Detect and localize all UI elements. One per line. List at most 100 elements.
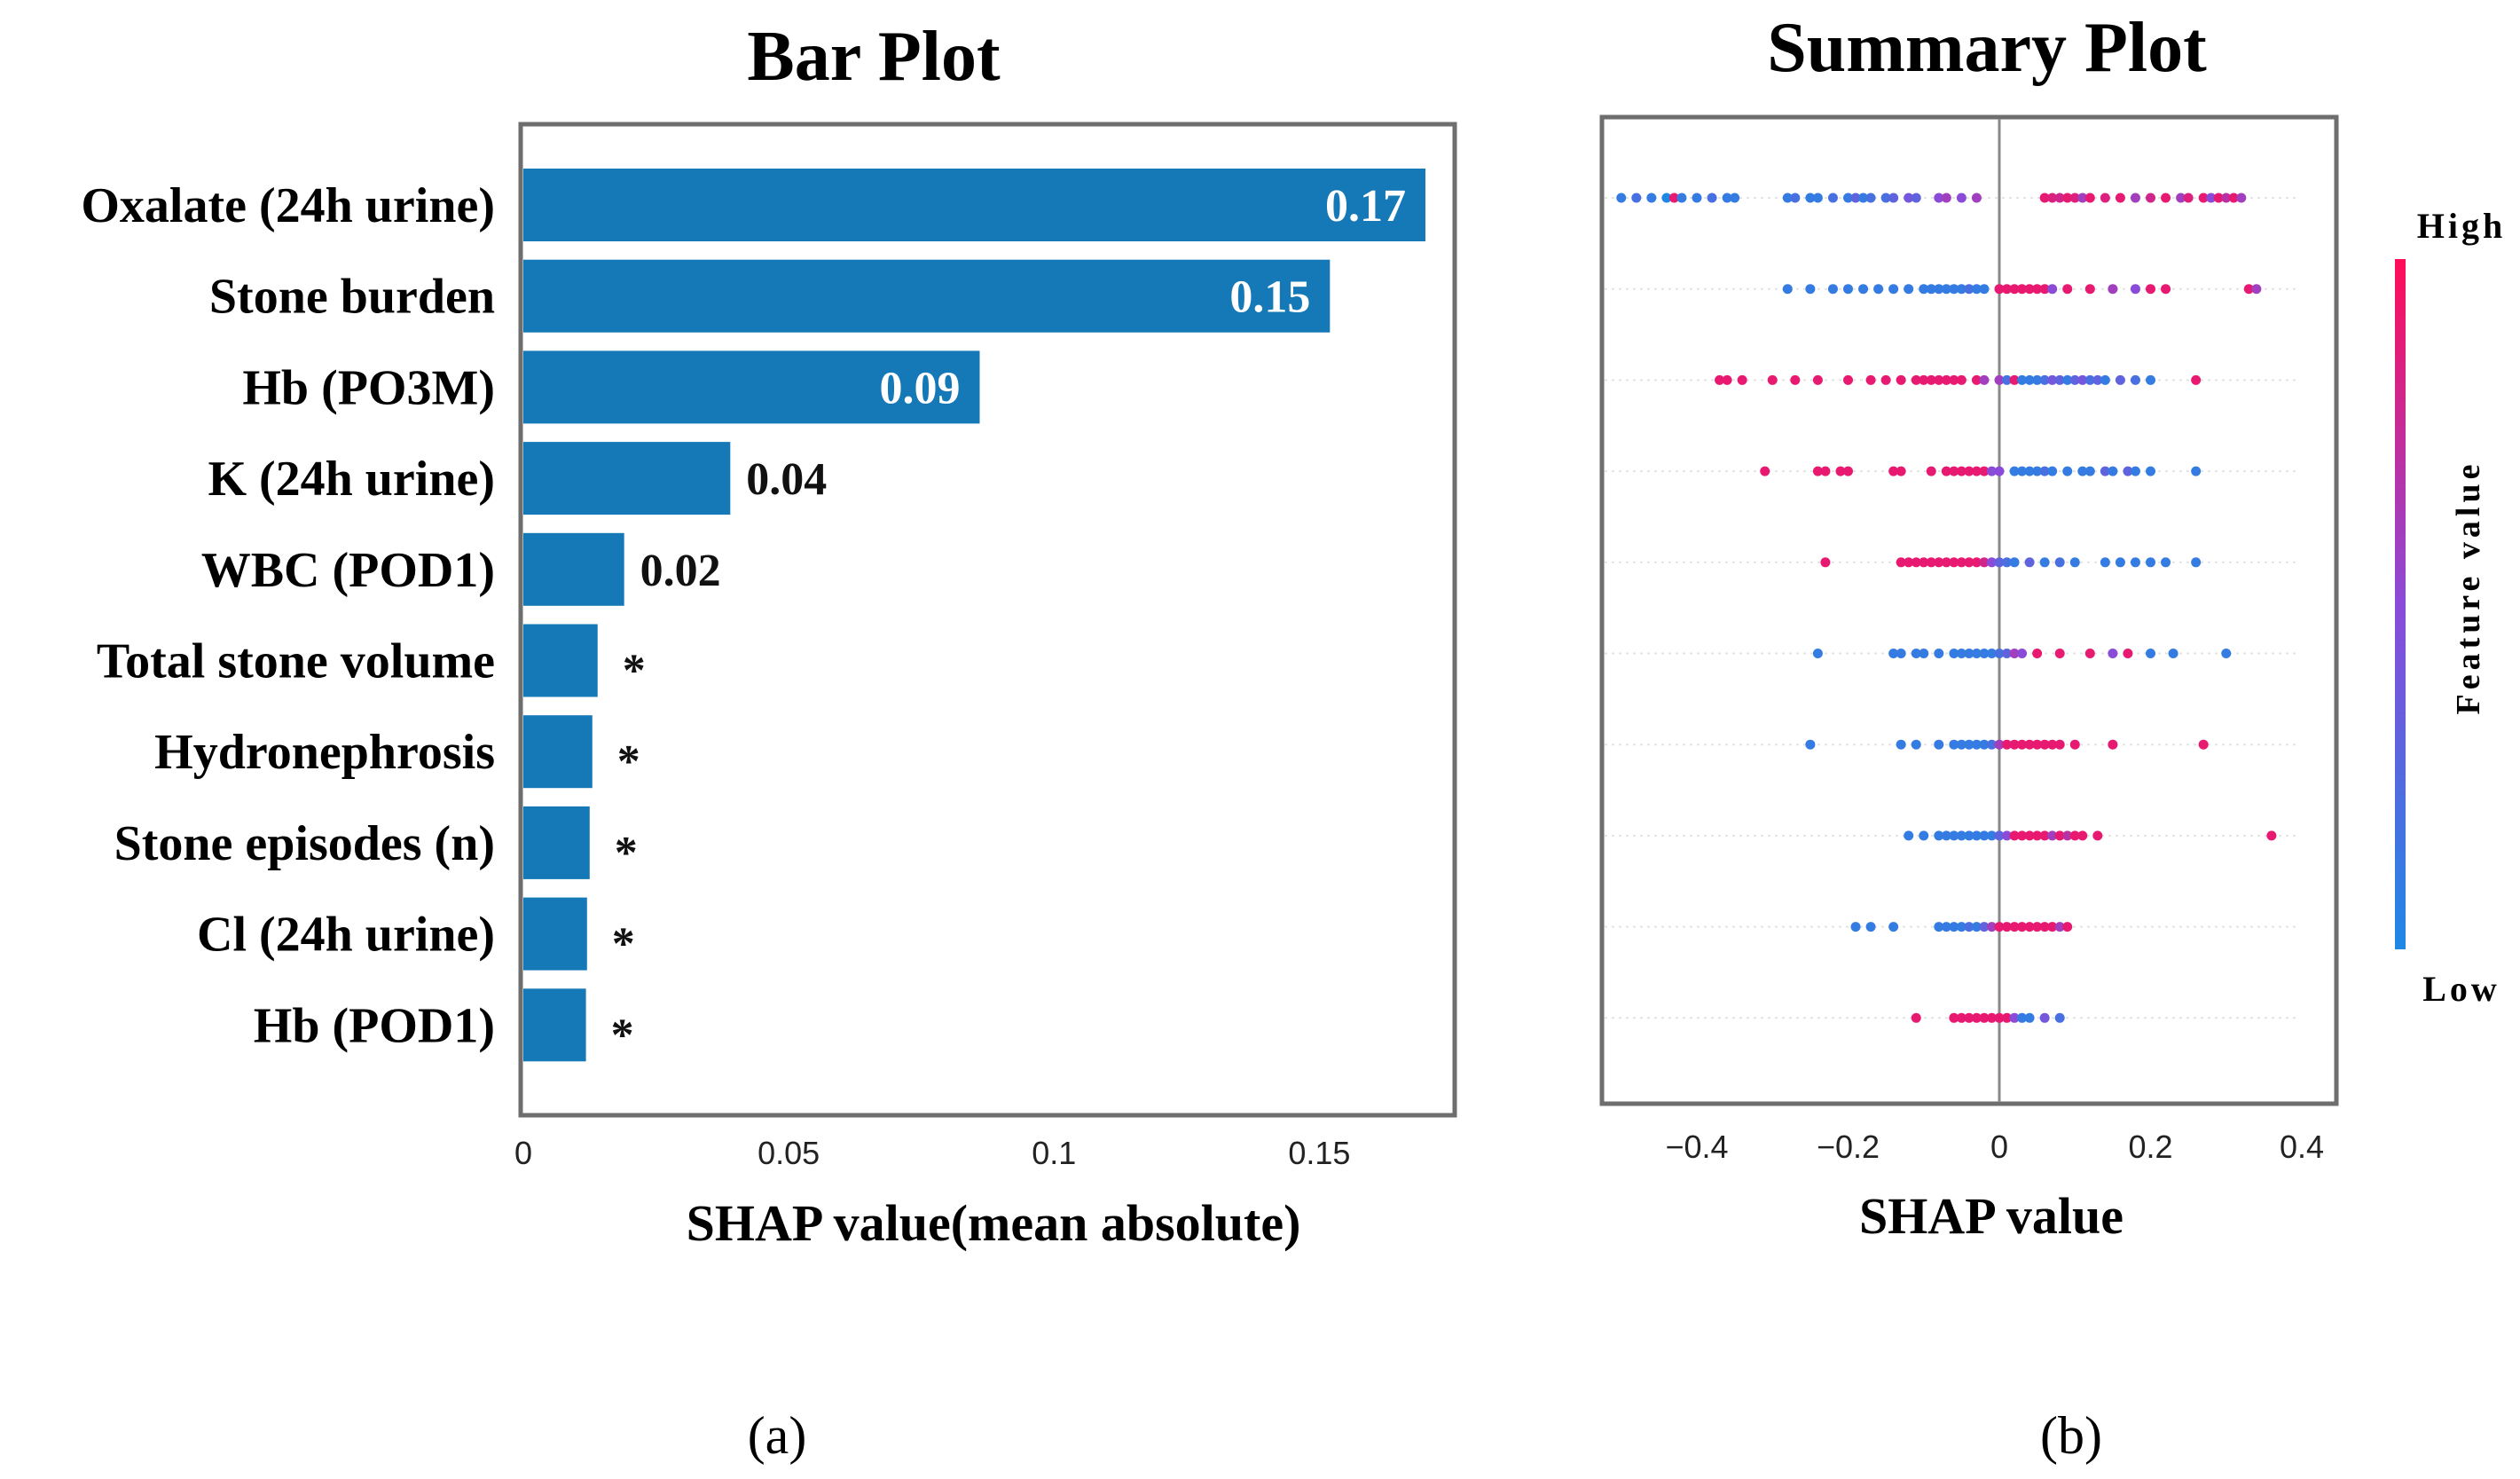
bar-data-label: 0.04	[746, 454, 827, 505]
beeswarm-point	[1812, 193, 1823, 203]
beeswarm-point	[1805, 739, 1816, 750]
beeswarm-point	[2002, 830, 2013, 841]
beeswarm-point	[1850, 922, 1861, 932]
bar-plot-panel: Bar Plot Oxalate (24h urine) 0.17 Stone bu…	[81, 18, 1457, 1465]
beeswarm-point	[2024, 1012, 2035, 1023]
beeswarm-point	[2228, 193, 2239, 203]
beeswarm-point	[1941, 830, 1951, 841]
bar	[523, 806, 590, 879]
beeswarm-point	[1979, 649, 1990, 658]
beeswarm-point	[1986, 557, 1997, 568]
beeswarm-point	[2130, 193, 2140, 203]
beeswarm-point	[2084, 193, 2095, 203]
bar	[523, 988, 586, 1062]
beeswarm-point	[1722, 374, 1732, 385]
beeswarm-point	[2115, 557, 2125, 568]
beeswarm-point	[2062, 922, 2073, 932]
beeswarm-point	[2032, 739, 2043, 750]
beeswarm-point	[2047, 830, 2058, 841]
beeswarm-point	[2017, 1012, 2028, 1023]
beeswarm-point	[1956, 739, 1967, 750]
beeswarm-point	[1934, 649, 1944, 658]
bar-category-label: Oxalate (24h urine)	[81, 178, 495, 233]
beeswarm-point	[2002, 374, 2013, 385]
beeswarm-point	[2191, 466, 2202, 476]
summary-x-tick-label: −0.4	[1665, 1129, 1728, 1165]
beeswarm-point	[2024, 374, 2035, 385]
beeswarm-point	[1790, 193, 1801, 203]
beeswarm-point	[1827, 284, 1838, 295]
beeswarm-point	[2062, 466, 2073, 476]
beeswarm-point	[1767, 374, 1778, 385]
beeswarm-point	[1616, 193, 1627, 203]
beeswarm-point	[1956, 649, 1967, 658]
beeswarm-point	[2024, 466, 2035, 476]
beeswarm-point	[1926, 374, 1936, 385]
beeswarm-point	[2069, 193, 2080, 203]
bar	[523, 532, 624, 606]
beeswarm-point	[2002, 284, 2013, 295]
beeswarm-point	[1926, 557, 1936, 568]
beeswarm-point	[2024, 557, 2035, 568]
bar-data-label: *	[611, 1010, 634, 1060]
beeswarm-point	[2039, 830, 2050, 841]
beeswarm-point	[2009, 466, 2020, 476]
bar	[523, 715, 593, 789]
beeswarm-point	[2009, 557, 2020, 568]
beeswarm-point	[2092, 830, 2103, 841]
beeswarm-point	[2130, 284, 2140, 295]
beeswarm-point	[2009, 1012, 2020, 1023]
beeswarm-point	[1896, 649, 1906, 658]
beeswarm-point	[1979, 830, 1990, 841]
beeswarm-point	[1971, 649, 1982, 658]
beeswarm-point	[1858, 284, 1869, 295]
beeswarm-point	[2077, 374, 2088, 385]
beeswarm-point	[1820, 557, 1831, 568]
beeswarm-point	[1934, 374, 1944, 385]
beeswarm-gridlines	[1605, 197, 2297, 1019]
beeswarm-point	[1934, 830, 1944, 841]
beeswarm-point	[2002, 649, 2013, 658]
beeswarm-point	[1956, 284, 1967, 295]
beeswarm-point	[1971, 1012, 1982, 1023]
beeswarm-point	[2077, 193, 2088, 203]
beeswarm-point	[2108, 649, 2118, 658]
beeswarm-point	[2047, 739, 2058, 750]
bar	[523, 350, 980, 424]
beeswarm-point	[2002, 1012, 2013, 1023]
beeswarm-point	[1994, 374, 2005, 385]
beeswarm-point	[1949, 374, 1959, 385]
beeswarm-point	[1949, 557, 1959, 568]
beeswarm-point	[1964, 284, 1974, 295]
beeswarm-point	[2024, 922, 2035, 932]
beeswarm-point	[2009, 739, 2020, 750]
beeswarm-point	[1986, 922, 1997, 932]
beeswarm-point	[1941, 374, 1951, 385]
bar	[523, 442, 731, 515]
beeswarm-point	[2161, 284, 2171, 295]
beeswarm-point	[2039, 466, 2050, 476]
beeswarm-point	[2054, 193, 2065, 203]
beeswarm-point	[1971, 739, 1982, 750]
beeswarm-point	[2221, 193, 2232, 203]
beeswarm-point	[1956, 830, 1967, 841]
beeswarm-point	[1668, 193, 1679, 203]
summary-x-axis-label: SHAP value	[1859, 1187, 2124, 1245]
bar-x-tick-label: 0	[514, 1135, 532, 1171]
bar-category-label: Stone burden	[209, 270, 495, 325]
beeswarm-point	[2100, 557, 2110, 568]
bar-data-label: *	[623, 646, 646, 696]
beeswarm-point	[2032, 284, 2043, 295]
beeswarm-point	[2130, 374, 2140, 385]
beeswarm-point	[1880, 193, 1891, 203]
beeswarm-point	[2146, 649, 2155, 658]
beeswarm-point	[2183, 193, 2194, 203]
beeswarm-point	[1971, 922, 1982, 932]
beeswarm-point	[1904, 284, 1914, 295]
beeswarm-point	[2024, 830, 2035, 841]
beeswarm-point	[1911, 193, 1921, 203]
beeswarm-point	[2017, 374, 2028, 385]
beeswarm-point	[2039, 1012, 2050, 1023]
beeswarm-point	[1941, 284, 1951, 295]
beeswarm-point	[1805, 284, 1816, 295]
